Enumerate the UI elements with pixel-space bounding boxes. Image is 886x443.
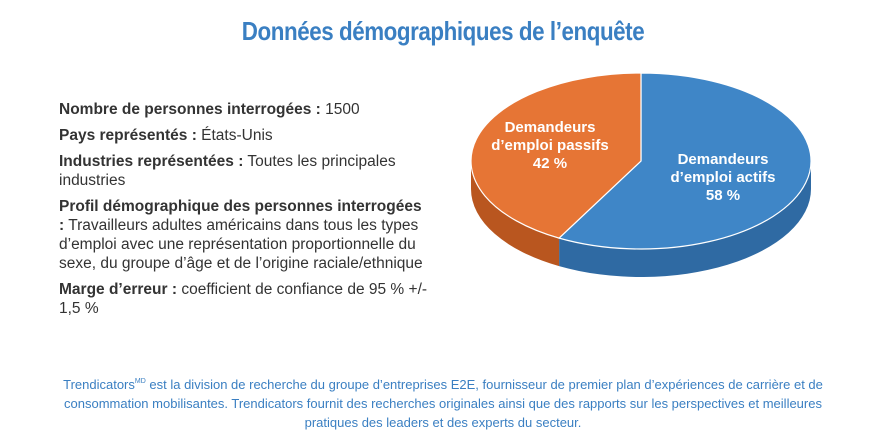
pie-slice-passive-side	[471, 161, 560, 267]
survey-facts: Nombre de personnes interrogées : 1500 P…	[59, 100, 429, 325]
fact-industries: Industries représentées : Toutes les pri…	[59, 152, 429, 190]
pie-label-line: Demandeurs	[678, 151, 769, 168]
pie-slice-active	[557, 72, 812, 250]
pie-label-passive: Demandeurs d’emploi passifs 42 %	[491, 119, 609, 172]
pie-label-line: Demandeurs	[505, 119, 596, 136]
pie-label-line: d’emploi actifs	[670, 169, 775, 186]
pie-slice-active-side	[559, 161, 811, 277]
fact-value: 1500	[320, 101, 360, 118]
fact-label: Pays représentés :	[59, 127, 197, 144]
fact-value: Toutes les principales industries	[59, 153, 396, 189]
pie-chart: Demandeurs d’emploi actifs 58 % Demandeurs d…	[436, 68, 886, 308]
fact-label: Profil démographique des personnes inter…	[59, 198, 422, 234]
fact-countries: Pays représentés : États-Unis	[59, 126, 429, 145]
footer-text: est la division de recherche du groupe d…	[64, 377, 823, 430]
fact-value: coefficient de confiance de 95 % +/- 1,5…	[59, 281, 428, 317]
fact-label: Nombre de personnes interrogées :	[59, 101, 321, 118]
footer-brand: Trendicators	[63, 377, 135, 392]
pie-chart-svg: Demandeurs d’emploi actifs 58 %Demandeurs d…	[470, 72, 812, 277]
pie-slice-passive	[470, 72, 642, 239]
fact-respondents: Nombre de personnes interrogées : 1500	[59, 100, 429, 119]
fact-margin-of-error: Marge d’erreur : coefficient de confianc…	[59, 280, 429, 318]
fact-value: États-Unis	[196, 127, 273, 144]
fact-demographics: Profil démographique des personnes inter…	[59, 197, 429, 273]
fact-label: Marge d’erreur :	[59, 281, 178, 298]
pie-label-line: d’emploi passifs	[491, 137, 609, 154]
pie-label-line: 58 %	[706, 187, 740, 204]
fact-value: Travailleurs adultes américains dans tou…	[59, 217, 423, 272]
page-title: Données démographiques de l’enquête	[241, 16, 645, 46]
footer-note: TrendicatorsMD est la division de recher…	[40, 372, 846, 432]
pie-label-line: 42 %	[533, 155, 567, 172]
pie-label-active: Demandeurs d’emploi actifs 58 %	[670, 151, 775, 204]
footer-brand-mark: MD	[134, 378, 146, 385]
fact-label: Industries représentées :	[59, 153, 244, 170]
